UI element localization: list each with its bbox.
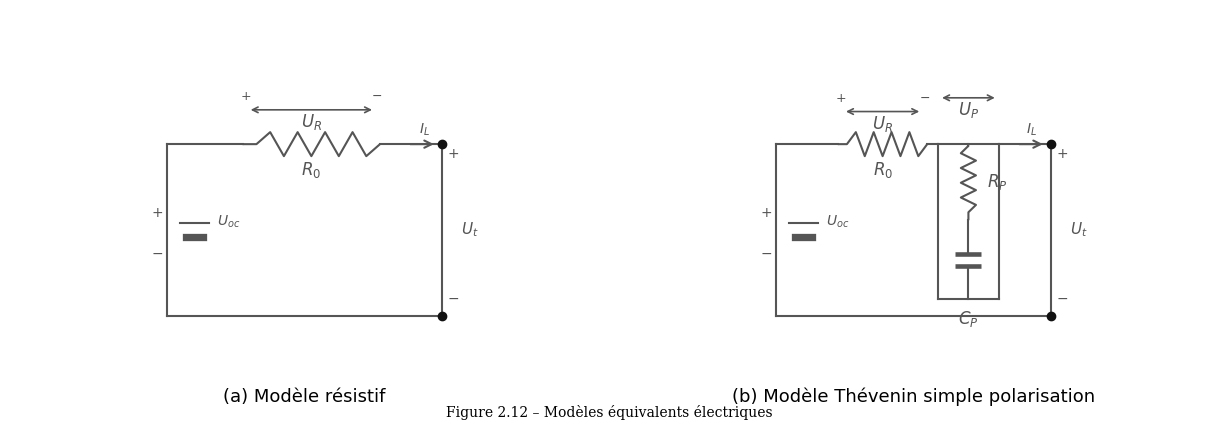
Text: $U_P$: $U_P$ — [957, 100, 979, 120]
Text: $U_{oc}$: $U_{oc}$ — [826, 213, 849, 230]
Text: Figure 2.12 – Modèles équivalents électriques: Figure 2.12 – Modèles équivalents électr… — [446, 405, 772, 420]
Text: −: − — [448, 292, 459, 305]
Text: $R_0$: $R_0$ — [301, 160, 322, 180]
Text: +: + — [151, 206, 163, 220]
Text: $U_{oc}$: $U_{oc}$ — [217, 213, 240, 230]
Text: $U_R$: $U_R$ — [872, 114, 893, 133]
Text: −: − — [151, 247, 163, 261]
Text: +: + — [448, 148, 459, 161]
Text: (b) Modèle Thévenin simple polarisation: (b) Modèle Thévenin simple polarisation — [732, 388, 1095, 406]
Text: −: − — [1057, 292, 1068, 305]
Text: $U_t$: $U_t$ — [1069, 221, 1088, 239]
Text: $R_P$: $R_P$ — [988, 172, 1007, 192]
Text: $I_L$: $I_L$ — [1027, 121, 1038, 138]
Text: $C_P$: $C_P$ — [959, 309, 979, 329]
Text: +: + — [836, 92, 847, 105]
Text: −: − — [920, 92, 929, 105]
Text: $R_0$: $R_0$ — [872, 160, 893, 180]
Text: (a) Modèle résistif: (a) Modèle résistif — [223, 388, 386, 406]
Text: $I_L$: $I_L$ — [419, 121, 430, 138]
Text: $U_t$: $U_t$ — [460, 221, 479, 239]
Text: +: + — [760, 206, 772, 220]
Text: +: + — [240, 90, 251, 103]
Text: −: − — [371, 90, 382, 103]
Text: +: + — [1057, 148, 1068, 161]
Text: −: − — [760, 247, 772, 261]
Text: $U_R$: $U_R$ — [301, 112, 322, 132]
